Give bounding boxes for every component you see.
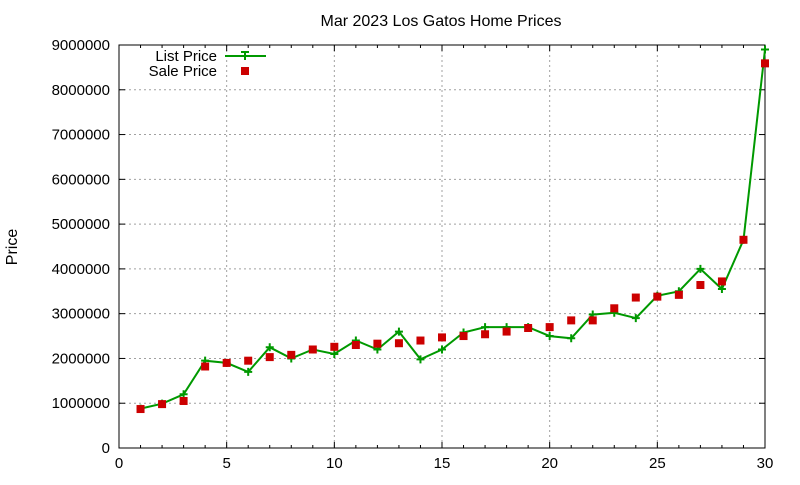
x-tick-label: 25 [649, 455, 666, 472]
sale-price-point [717, 277, 726, 286]
x-tick-label: 0 [115, 455, 123, 472]
legend-label-sale-price: Sale Price [149, 63, 217, 80]
list-price-line [140, 49, 766, 410]
y-tick-label: 2000000 [52, 350, 110, 367]
sale-price-point [373, 339, 382, 348]
sale-price-point [502, 327, 511, 336]
sale-price-point [524, 323, 533, 332]
x-tick-label: 10 [326, 455, 343, 472]
sale-price-point [653, 292, 662, 301]
y-tick-label: 6000000 [52, 171, 110, 188]
list-price-point [438, 345, 446, 354]
list-price-point [761, 45, 769, 54]
sale-price-point [201, 362, 210, 371]
grid [119, 45, 765, 448]
sale-price-point [158, 400, 167, 409]
sale-price-point [394, 339, 403, 348]
sale-price-point [308, 345, 317, 354]
sale-price-point [179, 396, 188, 405]
list-price-point [717, 285, 726, 294]
x-tick-label: 20 [541, 455, 558, 472]
sale-price-point [631, 293, 640, 302]
x-tick-label: 30 [757, 455, 774, 472]
plot-area [136, 45, 769, 414]
list-price-point [545, 332, 554, 341]
sale-price-point [136, 405, 145, 414]
sale-price-point [567, 316, 576, 325]
sale-price-point [351, 341, 360, 350]
axes: 0 1000000 2000000 3000000 4000000 5000000 6000… [52, 37, 774, 472]
sale-price-point [459, 332, 468, 341]
sale-price-point [481, 330, 490, 339]
sale-price-point [222, 358, 231, 367]
list-price-point [696, 264, 705, 273]
sale-price-point [545, 323, 554, 332]
y-tick-label: 9000000 [52, 37, 110, 54]
y-tick-label: 7000000 [52, 127, 110, 144]
legend-marker-list-price [241, 51, 249, 60]
sale-price-point [287, 350, 296, 359]
sale-price-point [244, 356, 253, 365]
y-tick-label: 5000000 [52, 216, 110, 233]
y-tick-label: 0 [102, 440, 110, 457]
list-price-point [394, 327, 403, 336]
y-tick-label: 4000000 [52, 261, 110, 278]
sale-price-point [739, 235, 748, 244]
list-price-point [631, 314, 640, 323]
sale-price-point [696, 281, 705, 290]
sale-price-point [438, 333, 446, 342]
y-tick-label: 8000000 [52, 82, 110, 99]
list-price-point [330, 349, 339, 358]
sale-price-point [610, 304, 619, 313]
x-tick-label: 5 [222, 455, 230, 472]
sale-price-point [588, 316, 597, 325]
list-price-point [567, 334, 576, 343]
list-price-point [179, 390, 188, 399]
legend-label-list-price: List Price [155, 48, 217, 65]
sale-price-point [265, 353, 274, 362]
list-price-point [265, 343, 274, 352]
list-price-point [481, 323, 490, 332]
sale-price-point [761, 59, 769, 68]
chart-title: Mar 2023 Los Gatos Home Prices [321, 13, 562, 30]
plot-frame [118, 44, 766, 449]
sale-price-point [416, 336, 425, 345]
x-tick-label: 15 [434, 455, 451, 472]
list-price-point [416, 355, 425, 364]
list-price-point [244, 367, 253, 376]
sale-price-point [330, 342, 339, 351]
legend-marker-sale-price [241, 67, 249, 75]
y-tick-label: 3000000 [52, 306, 110, 323]
y-axis-label: Price [4, 229, 21, 266]
y-tick-label: 1000000 [52, 395, 110, 412]
sale-price-point [674, 290, 683, 299]
